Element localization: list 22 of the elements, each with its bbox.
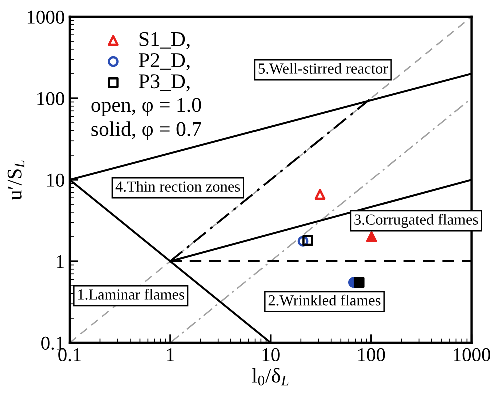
annotation: solid, φ = 0.7 (92, 122, 202, 141)
x-tick-label: 0.1 (58, 348, 81, 362)
y-tick-label: 1000 (28, 10, 64, 24)
legend-label: S1_D, (140, 32, 190, 50)
annotation: 4.Thin rection zones (116, 181, 240, 192)
x-tick-label: 100 (358, 348, 386, 362)
legend-label: P3_D, (139, 74, 190, 92)
y-tick-label: 1 (57, 255, 64, 268)
annotation: 3.Corrugated flames (354, 214, 478, 228)
y-tick-label: 0.1 (42, 336, 64, 350)
y-axis-title: u′/S$_{L}$ (8, 160, 25, 200)
annotation: 2.Wrinkled flames (268, 294, 381, 306)
legend-label: P2_D, (139, 53, 190, 70)
x-tick-label: 10 (262, 348, 280, 362)
x-tick-label: 1000 (454, 348, 491, 362)
x-tick-label: 1 (167, 348, 174, 362)
annotation: open, φ = 1.0 (92, 98, 202, 116)
y-tick-label: 100 (38, 92, 64, 106)
x-axis-title: l$_{0}$/δ$_{L}$ (252, 368, 289, 386)
annotation: 5.Well-stirred reactor (258, 63, 388, 74)
y-tick-label: 10 (47, 174, 64, 187)
annotation: 1.Laminar flames (78, 288, 184, 300)
